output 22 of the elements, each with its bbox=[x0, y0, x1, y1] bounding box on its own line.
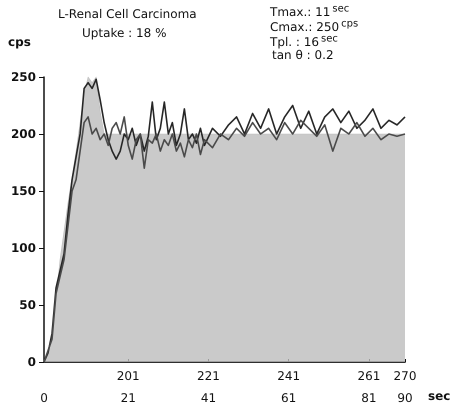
y-tick-label: 150 bbox=[10, 184, 36, 198]
y-tick-label: 100 bbox=[10, 241, 36, 255]
chart-title: L-Renal Cell Carcinoma bbox=[58, 7, 197, 21]
x-axis-title: sec bbox=[428, 389, 450, 403]
x-tick-label: 41 bbox=[200, 391, 216, 405]
x-tick-label: 0 bbox=[40, 391, 48, 405]
y-tick-label: 200 bbox=[10, 127, 36, 141]
y-tick-label: 250 bbox=[10, 70, 36, 84]
x2-tick-label: 261 bbox=[357, 369, 380, 383]
x2-tick-label: 270 bbox=[394, 369, 416, 383]
y-tick-label: 50 bbox=[19, 298, 36, 312]
x2-tick-label: 241 bbox=[277, 369, 300, 383]
x-tick-label: 21 bbox=[120, 391, 136, 405]
x-tick-label: 90 bbox=[397, 391, 413, 405]
y-tick-label: 0 bbox=[28, 355, 36, 369]
x2-tick-label: 201 bbox=[116, 369, 140, 383]
y-axis-title: cps bbox=[8, 35, 31, 49]
x-tick-label: 61 bbox=[281, 391, 296, 405]
x-tick-label: 81 bbox=[361, 391, 377, 405]
chart-subtitle: Uptake : 18 % bbox=[82, 26, 167, 40]
text: tan θ : 0.2 bbox=[272, 48, 334, 62]
x2-tick-label: 221 bbox=[197, 369, 220, 383]
